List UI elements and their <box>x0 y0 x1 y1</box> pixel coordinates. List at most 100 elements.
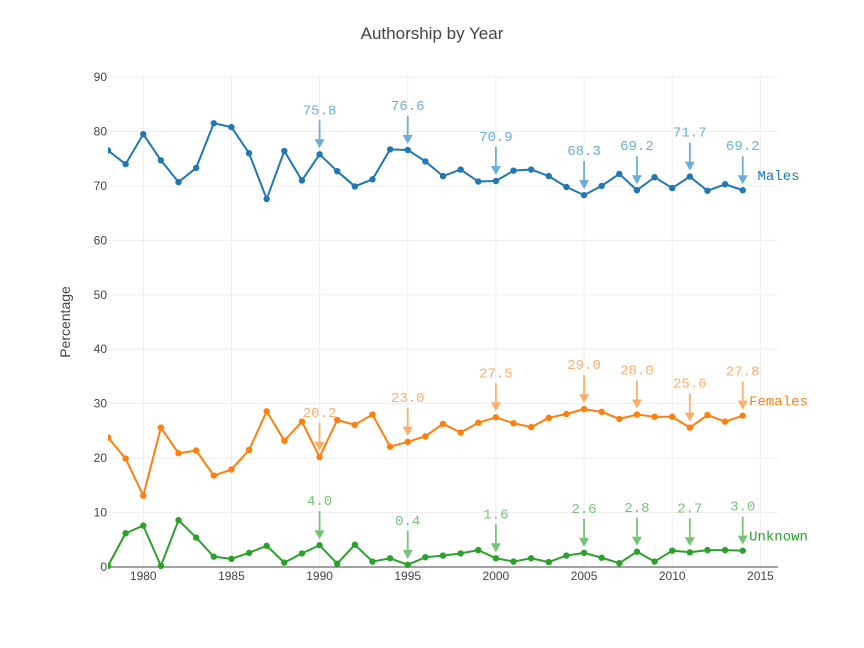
females-annotation: 20.2 <box>303 406 337 452</box>
males-data-point <box>475 178 482 185</box>
males-data-point <box>545 172 552 180</box>
females-data-point <box>351 421 359 429</box>
unknown-data-point <box>492 555 500 562</box>
males-data-point <box>686 173 694 180</box>
females-annotation-label: 27.5 <box>479 366 513 382</box>
females-annotation: 27.5 <box>479 366 513 412</box>
unknown-data-point <box>598 554 605 561</box>
females-data-point <box>457 429 464 436</box>
females-data-point <box>739 412 746 419</box>
males-data-point <box>386 146 394 153</box>
males-data-point <box>457 166 464 173</box>
females-data-point <box>545 414 552 422</box>
females-data-point <box>439 420 447 428</box>
males-data-point <box>228 123 235 131</box>
y-tick-label: 90 <box>94 70 108 84</box>
annotation-arrow-head <box>631 399 642 409</box>
unknown-data-point <box>263 542 270 549</box>
males-data-point <box>351 183 359 190</box>
males-data-point <box>704 187 711 194</box>
females-annotation: 25.6 <box>673 377 707 422</box>
males-data-point <box>334 167 341 175</box>
unknown-annotation: 4.0 <box>307 494 332 540</box>
annotation-arrow-head <box>684 412 695 422</box>
annotation-arrow-head <box>490 543 501 553</box>
unknown-annotation-label: 2.7 <box>677 501 702 517</box>
females-data-point <box>108 434 112 441</box>
x-tick-label: 2005 <box>571 569 598 583</box>
males-data-point <box>563 183 570 191</box>
females-annotation: 29.0 <box>567 358 601 404</box>
females-data-point <box>475 419 482 426</box>
females-data-point <box>228 466 235 473</box>
females-data-point <box>386 443 394 450</box>
y-tick-label: 30 <box>94 397 108 411</box>
males-annotation-label: 69.2 <box>620 139 654 155</box>
females-data-point <box>616 415 623 423</box>
females-data-point <box>192 447 200 454</box>
females-data-point <box>704 411 711 419</box>
females-data-point <box>334 416 341 424</box>
females-data-point <box>175 450 182 457</box>
x-tick-label: 2015 <box>747 569 774 583</box>
unknown-annotation: 2.6 <box>571 502 597 547</box>
unknown-annotation-label: 2.6 <box>571 502 596 518</box>
females-data-point <box>404 438 411 445</box>
x-tick-label: 2000 <box>483 569 510 583</box>
females-annotation: 28.0 <box>620 364 654 409</box>
annotation-arrow-head <box>684 537 695 547</box>
males-data-point <box>721 181 729 188</box>
unknown-data-point <box>422 554 429 561</box>
annotation-arrow-head <box>684 161 695 171</box>
males-data-point <box>192 164 200 172</box>
annotation-arrow-head <box>402 134 413 144</box>
unknown-data-point <box>545 558 552 566</box>
males-data-point <box>281 147 288 155</box>
females-annotation-label: 20.2 <box>303 406 337 422</box>
males-data-point <box>369 176 376 183</box>
unknown-data-point <box>704 546 711 554</box>
annotation-arrow-head <box>579 394 590 404</box>
unknown-data-point <box>651 558 658 565</box>
annotation-arrow-head <box>631 536 642 546</box>
females-annotation-label: 27.8 <box>726 365 760 381</box>
females-data-point <box>316 453 323 461</box>
unknown-annotation-label: 0.4 <box>395 514 420 530</box>
unknown-data-point <box>245 549 253 557</box>
males-annotation: 71.7 <box>673 126 707 171</box>
males-annotation-label: 70.9 <box>479 130 513 146</box>
males-data-point <box>298 177 306 184</box>
males-data-point <box>651 173 658 181</box>
y-tick-label: 10 <box>94 506 108 520</box>
unknown-data-point <box>122 530 129 537</box>
unknown-data-point <box>210 553 217 560</box>
males-data-point <box>439 172 447 180</box>
females-data-point <box>563 410 570 418</box>
males-annotation: 69.2 <box>620 139 654 185</box>
x-axis-ticks: 1980 1985 1990 1995 2000 2005 2010 2015 <box>130 569 774 583</box>
annotation-arrow-head <box>579 537 590 547</box>
females-data-point <box>598 408 605 416</box>
annotation-arrow-head <box>314 442 325 452</box>
x-tick-label: 1990 <box>306 569 333 583</box>
males-data-point <box>616 170 623 178</box>
chart-title: Authorship by Year <box>361 24 504 43</box>
males-annotation-label: 68.3 <box>567 144 601 160</box>
females-data-point <box>122 455 129 462</box>
females-data-point <box>369 411 376 418</box>
unknown-annotation: 0.4 <box>395 514 420 559</box>
annotation-arrow-head <box>737 535 748 545</box>
x-tick-label: 1995 <box>394 569 421 583</box>
females-annotation-label: 29.0 <box>567 358 601 374</box>
males-data-point <box>422 158 429 165</box>
females-data-point <box>140 492 147 499</box>
females-data-point <box>721 418 729 425</box>
x-tick-label: 1980 <box>130 569 157 583</box>
males-annotation: 70.9 <box>479 130 513 175</box>
males-data-point <box>316 151 323 158</box>
males-annotation-label: 69.2 <box>726 139 760 155</box>
unknown-data-point <box>439 552 447 559</box>
males-annotation: 76.6 <box>391 99 425 144</box>
unknown-data-point <box>686 549 694 556</box>
unknown-data-point <box>298 550 306 557</box>
